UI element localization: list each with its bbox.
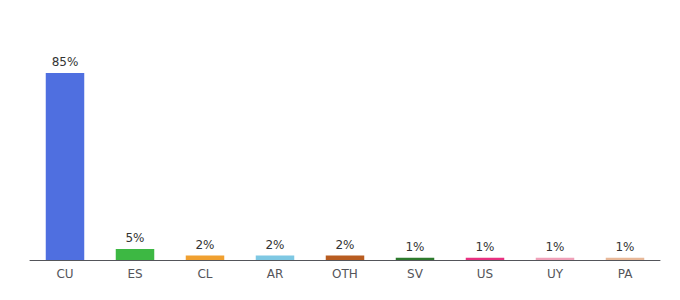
svg-text:SV: SV xyxy=(407,267,424,281)
svg-text:1%: 1% xyxy=(475,240,494,254)
svg-text:AR: AR xyxy=(267,267,284,281)
svg-text:UY: UY xyxy=(547,267,564,281)
svg-text:ES: ES xyxy=(127,267,142,281)
svg-text:CL: CL xyxy=(197,267,212,281)
svg-text:1%: 1% xyxy=(405,240,424,254)
svg-text:US: US xyxy=(477,267,493,281)
svg-text:2%: 2% xyxy=(335,238,354,252)
svg-text:CU: CU xyxy=(56,267,73,281)
svg-text:OTH: OTH xyxy=(332,267,358,281)
svg-text:1%: 1% xyxy=(545,240,564,254)
svg-text:5%: 5% xyxy=(125,231,144,245)
svg-text:85%: 85% xyxy=(52,55,79,69)
svg-text:1%: 1% xyxy=(615,240,634,254)
svg-text:PA: PA xyxy=(618,267,633,281)
svg-text:2%: 2% xyxy=(265,238,284,252)
svg-text:2%: 2% xyxy=(195,238,214,252)
